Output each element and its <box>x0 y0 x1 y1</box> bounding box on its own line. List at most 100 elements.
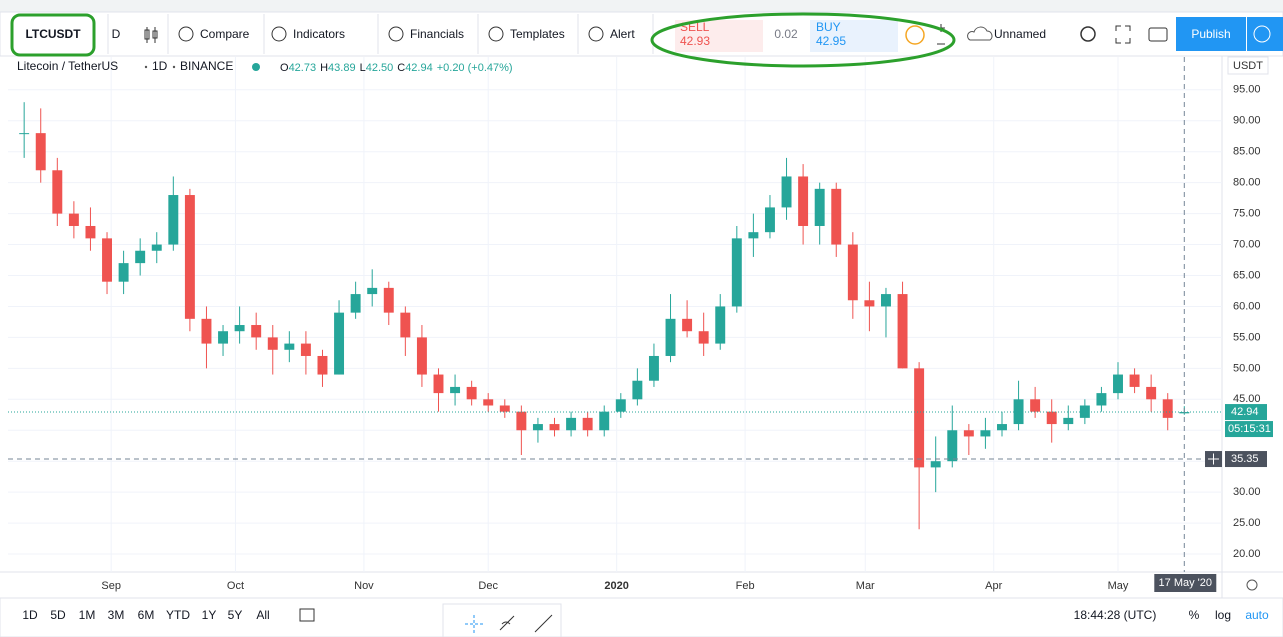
candle-body <box>483 399 494 406</box>
toolbar-button[interactable]: Compare <box>200 27 250 41</box>
candle-body <box>632 380 643 400</box>
range-button[interactable]: 1M <box>79 608 96 622</box>
ohlc-key: C <box>397 62 405 74</box>
candle-body <box>980 430 991 437</box>
layout-name[interactable]: Unnamed <box>994 27 1046 41</box>
toolbar-button[interactable]: Alert <box>610 27 635 41</box>
range-button[interactable]: 1D <box>22 608 38 622</box>
candle-body <box>300 343 311 356</box>
candle-body <box>532 424 543 431</box>
candle-body <box>731 238 742 307</box>
candle-body <box>184 195 195 319</box>
range-button[interactable]: 1Y <box>202 608 217 622</box>
y-tick-label: 20.00 <box>1233 548 1261 560</box>
publish-label: Publish <box>1191 27 1230 41</box>
cursor-plus <box>1208 453 1219 465</box>
toolbar-icon <box>271 26 287 42</box>
play-button[interactable] <box>1247 17 1283 51</box>
range-button[interactable]: YTD <box>166 608 190 622</box>
x-tick-label: Dec <box>478 580 498 592</box>
brush-tool[interactable] <box>499 615 515 631</box>
candle-body <box>963 430 974 437</box>
candle-icon[interactable] <box>144 27 158 43</box>
auto-toggle[interactable]: auto <box>1245 608 1269 622</box>
log-toggle[interactable]: log <box>1215 608 1231 622</box>
candle-body <box>102 238 112 282</box>
candle-body <box>334 312 345 375</box>
candle-body <box>798 176 809 226</box>
range-button[interactable]: 5D <box>50 608 66 622</box>
toolbar-button[interactable]: Templates <box>510 27 565 41</box>
goto-icon[interactable] <box>299 608 315 622</box>
range-button[interactable]: All <box>256 608 269 622</box>
candle-body <box>151 244 162 251</box>
percent-toggle[interactable]: % <box>1189 608 1200 622</box>
candle-body <box>1096 393 1107 406</box>
candle-body <box>218 331 229 344</box>
candle-body <box>897 294 908 369</box>
candle-body <box>350 294 361 313</box>
candle-body <box>284 343 295 350</box>
spread: 0.02 <box>774 27 798 41</box>
candle-body <box>1113 374 1123 394</box>
line-tool[interactable] <box>534 614 553 633</box>
candle-body <box>450 386 461 394</box>
buy-box[interactable] <box>810 20 898 52</box>
toolbar-icon <box>178 26 194 42</box>
candle-body <box>1129 374 1140 387</box>
candle-body <box>665 318 676 356</box>
sep <box>144 65 148 69</box>
x-tick-label: Sep <box>101 580 121 592</box>
publish-button[interactable] <box>1176 17 1246 51</box>
candle-body <box>997 424 1007 431</box>
price-unit: USDT <box>1233 60 1263 72</box>
range-button[interactable]: 6M <box>138 608 155 622</box>
play-icon <box>1253 25 1271 43</box>
ohlc-value: 42.50 <box>366 62 394 74</box>
interval[interactable]: D <box>112 27 121 41</box>
candle-body <box>1079 405 1090 418</box>
y-tick-label: 90.00 <box>1233 115 1261 127</box>
candle-body <box>914 368 925 468</box>
cursor-date-label: 17 May '20 <box>1159 577 1212 589</box>
settings-icon[interactable] <box>1080 26 1096 42</box>
range-button[interactable]: 3M <box>108 608 125 622</box>
candle-body <box>599 411 610 431</box>
crosshair-tool[interactable] <box>465 615 483 633</box>
candle-body <box>698 331 709 344</box>
candle-body <box>566 417 577 431</box>
y-tick-label: 45.00 <box>1233 393 1261 405</box>
cursor-price-box <box>1225 451 1267 468</box>
toolbar-icon <box>488 26 504 42</box>
candle-body <box>748 232 759 239</box>
bottom-toolbar <box>0 597 1283 637</box>
range-button[interactable]: 5Y <box>228 608 243 622</box>
buy-label: BUY <box>816 20 841 34</box>
drawing-toolbar <box>442 603 562 637</box>
sell-box[interactable] <box>675 20 763 52</box>
symbol[interactable]: LTCUSDT <box>25 27 81 41</box>
candle-body <box>68 213 79 226</box>
unit-box <box>1227 56 1269 75</box>
y-tick-label: 75.00 <box>1233 208 1261 220</box>
candle-body <box>1013 399 1024 425</box>
fullscreen-icon[interactable] <box>1115 25 1131 44</box>
candle-body <box>947 430 958 462</box>
toolbar-button[interactable]: Financials <box>410 27 464 41</box>
candle-body <box>168 195 179 245</box>
ohlc-key: H <box>320 62 328 74</box>
info-icon[interactable] <box>905 25 925 45</box>
ohlc-value: 43.89 <box>328 62 356 74</box>
toolbar-icon <box>388 26 404 42</box>
time-axis-settings[interactable] <box>1246 579 1258 591</box>
toolbar-button[interactable]: Indicators <box>293 27 345 41</box>
candle-body <box>433 374 444 394</box>
y-tick-label: 80.00 <box>1233 177 1261 189</box>
ohlc-value: 42.94 <box>405 62 433 74</box>
x-tick-label: May <box>1108 580 1129 592</box>
toolbar <box>0 11 1283 57</box>
camera-icon[interactable] <box>1148 27 1168 42</box>
cursor-date-box <box>1154 574 1217 592</box>
